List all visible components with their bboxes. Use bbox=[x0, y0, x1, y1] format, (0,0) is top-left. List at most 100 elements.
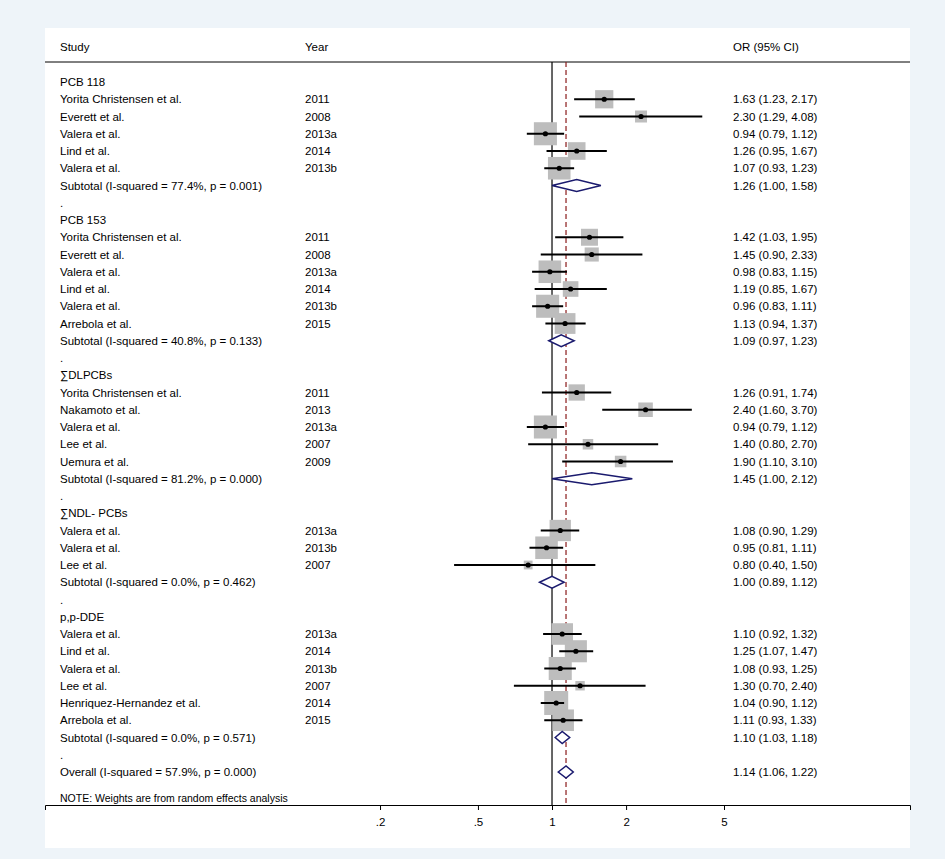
study-year: 2007 bbox=[305, 559, 331, 571]
study-estimate: 1.63 (1.23, 2.17) bbox=[733, 93, 818, 105]
study-label: Valera et al. bbox=[60, 628, 121, 640]
x-tick-label: 1 bbox=[549, 816, 555, 828]
spacer: . bbox=[60, 490, 63, 502]
study-estimate: 1.04 (0.90, 1.12) bbox=[733, 697, 818, 709]
chart-container: StudyYearOR (95% CI)PCB 118Yorita Christ… bbox=[0, 0, 945, 859]
study-estimate: 1.13 (0.94, 1.37) bbox=[733, 318, 818, 330]
study-estimate: 2.40 (1.60, 3.70) bbox=[733, 404, 818, 416]
study-estimate: 0.94 (0.79, 1.12) bbox=[733, 421, 818, 433]
x-tick-label: 5 bbox=[721, 816, 727, 828]
subtotal-estimate: 1.00 (0.89, 1.12) bbox=[733, 576, 818, 588]
study-year: 2011 bbox=[305, 387, 330, 399]
group-label: PCB 118 bbox=[60, 76, 105, 88]
point-estimate bbox=[574, 390, 579, 395]
study-estimate: 1.45 (0.90, 2.33) bbox=[733, 249, 818, 261]
study-label: Lind et al. bbox=[60, 645, 110, 657]
study-label: Lind et al. bbox=[60, 283, 110, 295]
study-label: Yorita Christensen et al. bbox=[60, 231, 182, 243]
study-label: Valera et al. bbox=[60, 542, 121, 554]
study-year: 2014 bbox=[305, 645, 331, 657]
ci-line bbox=[454, 564, 595, 566]
x-tick: 2 bbox=[623, 805, 629, 828]
x-axis-line bbox=[46, 806, 911, 811]
study-estimate: 0.80 (0.40, 1.50) bbox=[733, 559, 818, 571]
point-estimate bbox=[618, 459, 623, 464]
study-year: 2013a bbox=[305, 628, 338, 640]
study-label: Uemura et al. bbox=[60, 456, 129, 468]
header-year: Year bbox=[305, 41, 328, 53]
header-study: Study bbox=[60, 41, 90, 53]
point-estimate bbox=[602, 97, 607, 102]
study-year: 2014 bbox=[305, 697, 331, 709]
study-label: Yorita Christensen et al. bbox=[60, 387, 182, 399]
subtotal-diamond bbox=[540, 576, 565, 588]
x-tick-mark bbox=[380, 805, 381, 810]
study-label: Arrebola et al. bbox=[60, 318, 132, 330]
point-estimate bbox=[560, 631, 565, 636]
study-estimate: 0.95 (0.81, 1.11) bbox=[733, 542, 817, 554]
study-estimate: 1.40 (0.80, 2.70) bbox=[733, 438, 818, 450]
study-estimate: 1.26 (0.91, 1.74) bbox=[733, 387, 818, 399]
x-tick-mark bbox=[626, 805, 627, 810]
study-estimate: 1.08 (0.90, 1.29) bbox=[733, 525, 818, 537]
study-estimate: 0.98 (0.83, 1.15) bbox=[733, 266, 818, 278]
point-estimate bbox=[585, 442, 590, 447]
study-estimate: 1.11 (0.93, 1.33) bbox=[733, 714, 817, 726]
point-estimate bbox=[544, 545, 549, 550]
study-year: 2013b bbox=[305, 162, 337, 174]
point-estimate bbox=[587, 235, 592, 240]
background bbox=[0, 0, 945, 859]
study-estimate: 1.25 (1.07, 1.47) bbox=[733, 645, 818, 657]
ci-line bbox=[562, 461, 673, 463]
study-label: Everett et al. bbox=[60, 111, 125, 123]
group-label: ∑NDL- PCBs bbox=[60, 507, 128, 520]
point-estimate bbox=[543, 424, 548, 429]
study-year: 2013a bbox=[305, 266, 338, 278]
subtotal-diamond bbox=[549, 335, 574, 347]
x-axis: .2 .5 1 2 5 bbox=[46, 805, 911, 828]
x-tick: 5 bbox=[721, 805, 727, 828]
subtotal-label: Subtotal (I-squared = 77.4%, p = 0.001) bbox=[60, 180, 262, 192]
ci-line bbox=[541, 702, 564, 704]
study-label: Valera et al. bbox=[60, 525, 121, 537]
subtotal-estimate: 1.26 (1.00, 1.58) bbox=[733, 180, 818, 192]
x-tick: 1 bbox=[549, 805, 555, 828]
subtotal-diamond bbox=[552, 473, 632, 485]
point-estimate bbox=[562, 321, 567, 326]
study-label: Valera et al. bbox=[60, 266, 121, 278]
study-label: Valera et al. bbox=[60, 162, 121, 174]
subtotal-label: Subtotal (I-squared = 0.0%, p = 0.571) bbox=[60, 732, 256, 744]
study-year: 2011 bbox=[305, 93, 330, 105]
study-estimate: 2.30 (1.29, 4.08) bbox=[733, 111, 818, 123]
study-label: Valera et al. bbox=[60, 421, 121, 433]
study-estimate: 1.90 (1.10, 3.10) bbox=[733, 456, 818, 468]
footnote: NOTE: Weights are from random effects an… bbox=[60, 792, 288, 804]
study-year: 2013b bbox=[305, 300, 337, 312]
spacer: . bbox=[60, 594, 63, 606]
x-tick: .2 bbox=[376, 805, 386, 828]
point-estimate bbox=[568, 286, 573, 291]
point-estimate bbox=[543, 131, 548, 136]
study-year: 2013b bbox=[305, 542, 337, 554]
study-label: Lind et al. bbox=[60, 145, 110, 157]
study-estimate: 1.19 (0.85, 1.67) bbox=[733, 283, 818, 295]
study-label: Valera et al. bbox=[60, 128, 121, 140]
point-estimate bbox=[547, 269, 552, 274]
point-estimate bbox=[577, 683, 582, 688]
study-year: 2008 bbox=[305, 249, 331, 261]
subtotal-diamond bbox=[555, 732, 570, 744]
subtotal-label: Subtotal (I-squared = 81.2%, p = 0.000) bbox=[60, 473, 262, 485]
point-estimate bbox=[589, 252, 594, 257]
point-estimate bbox=[558, 528, 563, 533]
x-tick-mark bbox=[724, 805, 725, 810]
subtotal-estimate: 1.09 (0.97, 1.23) bbox=[733, 335, 818, 347]
point-estimate bbox=[643, 407, 648, 412]
overall-estimate: 1.14 (1.06, 1.22) bbox=[733, 766, 818, 778]
study-year: 2013b bbox=[305, 663, 337, 675]
header-rule bbox=[45, 62, 910, 63]
study-label: Valera et al. bbox=[60, 300, 121, 312]
study-estimate: 1.30 (0.70, 2.40) bbox=[733, 680, 818, 692]
study-label: Arrebola et al. bbox=[60, 714, 132, 726]
x-tick-label: .5 bbox=[474, 816, 484, 828]
study-year: 2007 bbox=[305, 680, 331, 692]
